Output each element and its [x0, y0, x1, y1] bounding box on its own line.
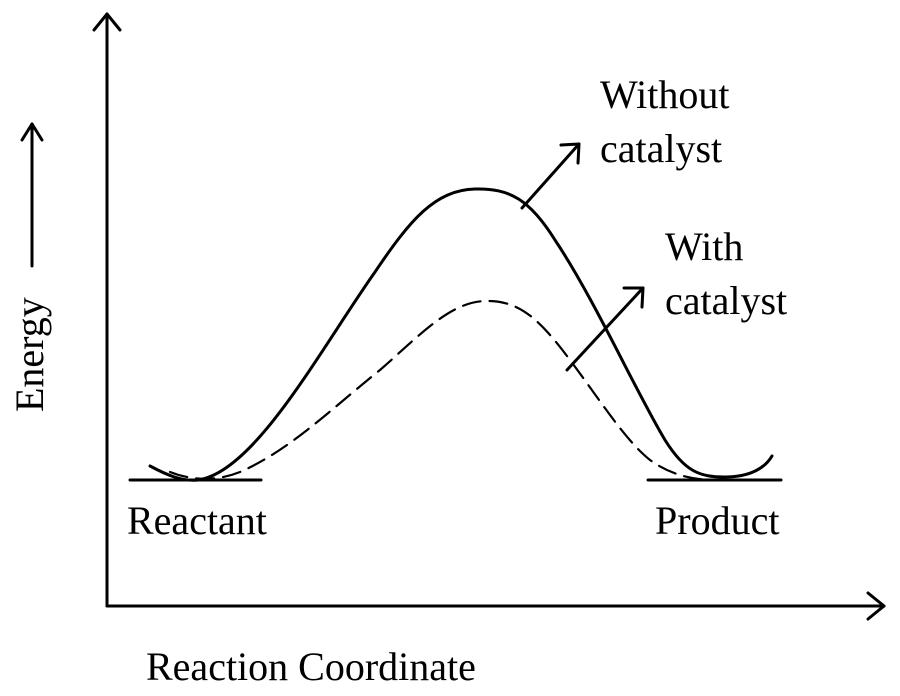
- label-without-catalyst-line2: catalyst: [600, 126, 722, 171]
- y-axis-arrowhead: [92, 12, 122, 32]
- without-catalyst-pointer-head: [559, 142, 581, 165]
- with-catalyst-pointer-head: [622, 286, 645, 309]
- x-axis-label: Reaction Coordinate: [146, 644, 476, 689]
- energy-arrowhead: [20, 122, 44, 142]
- curve-without-catalyst: [148, 187, 774, 482]
- with-catalyst-pointer: [565, 286, 645, 372]
- without-catalyst-pointer: [520, 142, 581, 210]
- label-with-catalyst-line1: With: [665, 224, 743, 269]
- label-with-catalyst-line2: catalyst: [665, 278, 787, 323]
- label-reactant: Reactant: [127, 498, 267, 543]
- curve-with-catalyst: [168, 299, 717, 482]
- label-product: Product: [655, 498, 779, 543]
- x-axis-arrowhead: [866, 591, 886, 621]
- label-without-catalyst-line1: Without: [600, 72, 730, 117]
- y-axis-label: Energy: [7, 297, 52, 412]
